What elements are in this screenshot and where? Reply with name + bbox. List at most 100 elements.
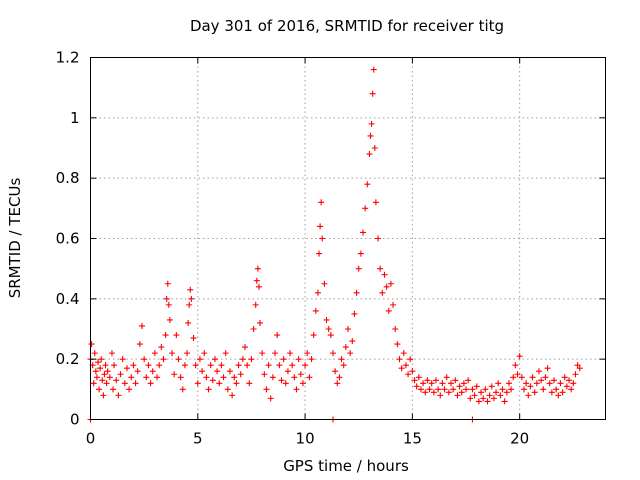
data-point xyxy=(351,310,358,317)
data-point xyxy=(110,386,117,393)
data-point xyxy=(398,365,405,372)
data-point xyxy=(450,386,457,393)
data-point xyxy=(250,326,257,332)
data-point xyxy=(473,383,480,390)
data-point xyxy=(383,283,390,290)
data-point xyxy=(370,66,377,73)
data-point xyxy=(572,371,579,378)
data-point xyxy=(308,356,315,363)
data-point xyxy=(314,289,321,296)
data-point xyxy=(369,90,376,97)
data-point xyxy=(130,362,137,369)
data-point xyxy=(306,374,313,381)
data-point xyxy=(252,301,259,308)
data-point xyxy=(390,301,397,308)
data-point xyxy=(88,341,95,348)
data-point xyxy=(194,380,201,387)
data-point xyxy=(100,392,107,399)
data-point xyxy=(402,362,409,369)
data-point xyxy=(101,371,108,378)
data-point xyxy=(488,383,495,390)
data-point xyxy=(92,368,99,375)
data-point xyxy=(181,362,188,369)
data-point xyxy=(409,368,416,375)
data-point xyxy=(505,380,512,387)
data-point xyxy=(255,283,262,290)
data-point xyxy=(420,380,427,387)
data-point xyxy=(499,386,506,393)
data-point xyxy=(454,392,461,399)
data-point xyxy=(162,332,169,339)
data-point xyxy=(407,356,414,363)
data-point xyxy=(278,377,285,384)
data-point xyxy=(415,374,422,381)
data-point xyxy=(452,377,459,384)
data-point xyxy=(349,338,356,345)
data-point xyxy=(411,377,418,384)
data-point xyxy=(239,356,246,363)
data-point xyxy=(323,316,330,323)
data-point xyxy=(334,380,341,387)
data-point xyxy=(439,380,446,387)
data-point xyxy=(177,374,184,381)
data-point xyxy=(291,374,298,381)
data-point xyxy=(327,332,334,339)
data-point xyxy=(196,356,203,363)
data-point xyxy=(456,383,463,390)
data-point xyxy=(253,277,260,284)
grid xyxy=(90,57,606,420)
data-point xyxy=(551,377,557,384)
axis-tick-labels: 0 0.2 0.4 0.6 0.8 1 1.2 0 5 10 15 20 xyxy=(56,49,530,448)
data-point xyxy=(276,362,283,369)
data-point xyxy=(368,120,375,127)
data-point xyxy=(265,362,272,369)
data-point xyxy=(310,332,317,339)
data-point xyxy=(364,181,371,188)
data-point xyxy=(156,362,163,369)
data-point xyxy=(471,392,478,399)
data-point xyxy=(184,350,191,357)
data-point xyxy=(544,365,551,372)
data-point xyxy=(377,265,384,272)
data-point xyxy=(563,383,570,390)
data-point xyxy=(340,362,347,369)
data-point xyxy=(173,332,180,339)
data-point xyxy=(207,362,214,369)
data-point xyxy=(514,371,521,378)
data-point xyxy=(287,350,294,357)
data-point xyxy=(467,395,474,402)
data-point xyxy=(413,383,420,390)
data-point xyxy=(465,377,472,384)
data-point xyxy=(458,389,465,396)
data-point xyxy=(304,350,311,357)
data-point xyxy=(460,380,467,387)
chart-title: Day 301 of 2016, SRMTID for receiver tit… xyxy=(190,17,504,35)
data-point xyxy=(151,350,158,357)
data-point xyxy=(289,362,296,369)
data-point xyxy=(566,377,573,384)
data-point xyxy=(121,380,128,387)
data-point xyxy=(141,356,148,363)
data-point xyxy=(154,374,161,381)
data-point xyxy=(531,389,538,396)
data-point xyxy=(441,386,448,393)
data-point xyxy=(113,377,120,384)
data-point xyxy=(123,365,130,372)
data-point xyxy=(102,362,109,369)
data-point xyxy=(190,335,197,342)
data-point xyxy=(147,380,154,387)
data-point xyxy=(482,386,489,393)
data-point xyxy=(540,386,547,393)
data-point xyxy=(126,386,133,393)
data-point xyxy=(372,199,379,206)
data-point xyxy=(527,383,534,390)
x-axis-label: GPS time / hours xyxy=(283,457,409,475)
data-point xyxy=(134,368,141,375)
data-point xyxy=(317,223,324,230)
data-point xyxy=(338,356,345,363)
data-point xyxy=(280,356,287,363)
data-point xyxy=(248,356,255,363)
data-point xyxy=(132,380,139,387)
data-point xyxy=(428,380,435,387)
